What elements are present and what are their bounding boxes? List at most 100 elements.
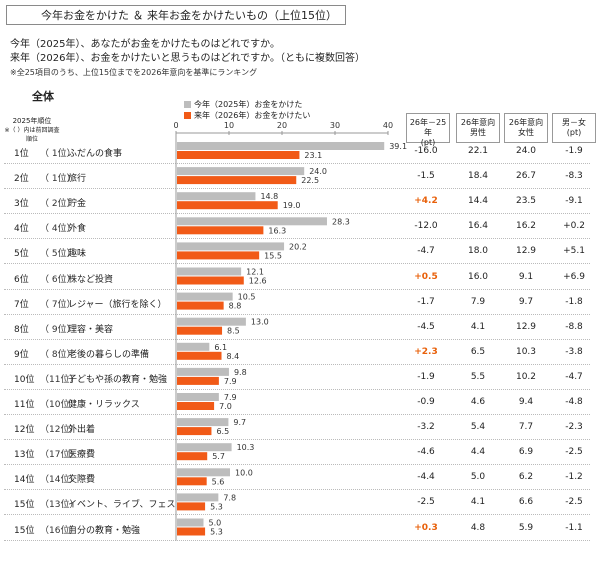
data-label-2026: 15.5 bbox=[264, 251, 282, 260]
data-label-2026: 6.5 bbox=[216, 427, 229, 436]
table-row: 6位 （ 6位） 株など投資 +0.5 16.0 9.1 +6.9 bbox=[0, 265, 600, 290]
gap-value: -8.8 bbox=[565, 321, 583, 332]
item-label: レジャー（旅行を除く） bbox=[68, 299, 167, 310]
data-label-2026: 22.5 bbox=[301, 176, 319, 185]
table-row: 13位 （17位） 医療費 -4.6 4.4 6.9 -2.5 bbox=[0, 440, 600, 466]
previous-rank: （ 2位） bbox=[40, 199, 76, 210]
gap-value: -2.3 bbox=[565, 422, 583, 433]
data-label-2025: 12.1 bbox=[246, 268, 264, 277]
col-head-female: 26年意向 女性 bbox=[504, 113, 548, 143]
data-label-2026: 8.8 bbox=[229, 302, 242, 311]
data-label-2025: 20.2 bbox=[289, 242, 307, 251]
data-label-2025: 14.8 bbox=[260, 192, 278, 201]
x-tick-label: 0 bbox=[173, 121, 178, 130]
gap-value: -2.5 bbox=[565, 447, 583, 458]
gap-value: -2.5 bbox=[565, 497, 583, 508]
bar-2025 bbox=[177, 217, 327, 226]
item-label: 自分の教育・勉強 bbox=[68, 525, 141, 536]
data-label-2025: 13.0 bbox=[251, 318, 269, 327]
item-label: 外出着 bbox=[68, 425, 96, 436]
gap-value: -1.1 bbox=[565, 522, 583, 533]
previous-rank: （ 9位） bbox=[40, 324, 76, 335]
female-value: 24.0 bbox=[515, 146, 537, 156]
row-separator bbox=[4, 464, 590, 466]
legend-label-2026: 来年（2026年）お金をかけたい bbox=[194, 111, 311, 120]
rank-label: 15位 bbox=[14, 500, 35, 511]
male-value: 14.4 bbox=[467, 196, 489, 207]
rank-label: 7位 bbox=[14, 299, 29, 310]
col-head-gap-line2: (pt) bbox=[566, 128, 582, 137]
item-label: 旅行 bbox=[68, 174, 87, 185]
previous-rank: （14位） bbox=[40, 475, 79, 486]
bar-2026 bbox=[177, 527, 206, 536]
col-head-gap-line1: 男－女 bbox=[562, 118, 586, 127]
item-label: 株など投資 bbox=[68, 274, 114, 285]
item-label: 健康・リラックス bbox=[68, 400, 140, 410]
table-row: 7位 （ 7位） レジャー（旅行を除く） -1.7 7.9 9.7 -1.8 bbox=[0, 290, 600, 315]
col-head-gap: 男－女 (pt) bbox=[552, 113, 596, 143]
row-separator bbox=[4, 263, 590, 265]
data-label-2025: 6.1 bbox=[214, 343, 227, 352]
bar-2026 bbox=[177, 402, 215, 410]
row-separator bbox=[4, 338, 590, 340]
diff-value: -4.5 bbox=[417, 321, 435, 332]
bar-2026 bbox=[177, 452, 208, 461]
rank-header-title: 2025年順位 bbox=[12, 117, 52, 125]
data-label-2026: 12.6 bbox=[249, 277, 267, 286]
rank-label: 2位 bbox=[14, 174, 29, 185]
female-value: 6.2 bbox=[518, 472, 534, 483]
male-value: 16.0 bbox=[467, 271, 489, 282]
diff-value: -16.0 bbox=[414, 146, 438, 156]
col-head-diff-line1: 26年－25年 bbox=[409, 118, 447, 137]
previous-rank: （12位） bbox=[40, 425, 79, 436]
female-value: 26.7 bbox=[515, 171, 537, 182]
x-tick-label: 30 bbox=[330, 121, 340, 130]
table-row: 1位 （ 1位） ふだんの食事 -16.0 22.1 24.0 -1.9 bbox=[0, 139, 600, 164]
data-label-2026: 7.0 bbox=[219, 402, 232, 411]
gap-value: -1.9 bbox=[565, 146, 583, 156]
previous-rank: （ 5位） bbox=[40, 249, 76, 260]
item-label: 理容・美容 bbox=[68, 324, 114, 335]
row-separator bbox=[4, 213, 590, 215]
row-separator bbox=[4, 363, 590, 365]
item-label: 交際費 bbox=[68, 475, 96, 486]
previous-rank: （11位） bbox=[40, 374, 79, 385]
data-label-2026: 8.4 bbox=[227, 352, 240, 361]
bar-2025 bbox=[177, 393, 219, 401]
diff-value: +0.3 bbox=[414, 522, 438, 533]
bar-2025 bbox=[177, 317, 246, 326]
rank-header-note: ※（ ）内は前回調査順位 bbox=[4, 127, 60, 143]
male-value: 4.1 bbox=[470, 497, 486, 508]
rank-label: 15位 bbox=[14, 525, 35, 536]
legend-swatch-2025 bbox=[184, 101, 191, 108]
item-label: 医療費 bbox=[68, 450, 96, 461]
data-label-2025: 9.7 bbox=[233, 418, 246, 427]
male-value: 6.5 bbox=[470, 346, 486, 357]
bar-2025 bbox=[177, 267, 242, 276]
previous-rank: （10位） bbox=[40, 400, 79, 410]
rank-label: 8位 bbox=[14, 324, 29, 335]
gap-value: -9.1 bbox=[565, 196, 583, 207]
bar-2026 bbox=[177, 151, 300, 159]
gap-value: -4.8 bbox=[565, 397, 583, 407]
table-row: 5位 （ 5位） 趣味 -4.7 18.0 12.9 +5.1 bbox=[0, 239, 600, 265]
bar-2026 bbox=[177, 427, 212, 436]
gap-value: +5.1 bbox=[563, 246, 585, 257]
rank-label: 1位 bbox=[14, 149, 29, 159]
bar-2025 bbox=[177, 493, 219, 502]
question-2025: 今年（2025年）、あなたがお金をかけたものはどれですか。 bbox=[10, 39, 280, 50]
diff-value: -2.5 bbox=[417, 497, 435, 508]
bar-2026 bbox=[177, 276, 244, 285]
row-separator bbox=[4, 514, 590, 516]
data-label-2025: 9.8 bbox=[234, 368, 247, 377]
female-value: 9.1 bbox=[518, 271, 534, 282]
bar-2025 bbox=[177, 292, 233, 301]
row-separator bbox=[4, 188, 590, 190]
ranking-note: ※全25項目のうち、上位15位までを2026年意向を基準にランキング bbox=[10, 68, 258, 77]
bar-2025 bbox=[177, 518, 204, 527]
table-row: 12位 （12位） 外出着 -3.2 5.4 7.7 -2.3 bbox=[0, 415, 600, 441]
male-value: 18.0 bbox=[467, 246, 489, 257]
bar-2026 bbox=[177, 226, 264, 235]
male-value: 4.4 bbox=[470, 447, 486, 458]
